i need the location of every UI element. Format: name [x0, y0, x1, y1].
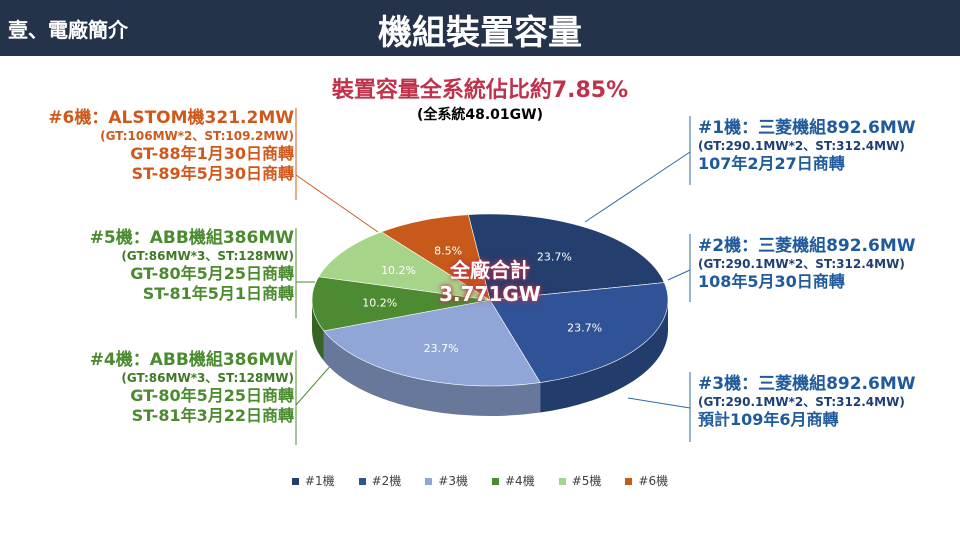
note-unit-4-title: #4機：ABB機組386MW [89, 350, 294, 370]
note-unit-5-title: #5機：ABB機組386MW [89, 228, 294, 248]
pie-label-2: 23.7% [567, 321, 602, 334]
note-unit-5-spec: (GT:86MW*3、ST:128MW) [121, 249, 294, 264]
header-bar: 壹、電廠簡介 機組裝置容量 [0, 0, 960, 56]
note-unit-6-gt: GT-88年1月30日商轉 [130, 144, 294, 164]
page-title: 機組裝置容量 [378, 13, 582, 53]
note-unit-1: #1機：三菱機組892.6MW (GT:290.1MW*2、ST:312.4MW… [698, 118, 916, 174]
legend-label-1: #1機 [304, 474, 335, 488]
legend-label-6: #6機 [638, 474, 669, 488]
plant-total-label: 全廠合計 [450, 258, 530, 282]
pie-slice-2 [489, 282, 669, 383]
note-unit-6-spec: (GT:106MW*2、ST:109.2MW) [100, 129, 294, 144]
chart-legend: #1機 #2機 #3機 #4機 #5機 #6機 [0, 472, 960, 489]
legend-item-4: #4機 [492, 472, 535, 489]
legend-swatch-4 [492, 478, 499, 485]
legend-item-3: #3機 [425, 472, 468, 489]
pie-side-3 [323, 330, 541, 417]
note-unit-5-gt: GT-80年5月25日商轉 [130, 264, 294, 284]
note-unit-1-spec: (GT:290.1MW*2、ST:312.4MW) [698, 139, 905, 154]
note-unit-3-date: 預計109年6月商轉 [698, 410, 839, 430]
plant-total-value: 3.771GW [439, 282, 541, 306]
legend-item-1: #1機 [291, 472, 335, 489]
note-unit-5-st: ST-81年5月1日商轉 [142, 284, 294, 304]
legend-item-2: #2機 [358, 472, 402, 489]
legend-label-5: #5機 [571, 474, 602, 488]
pie-slice-5 [318, 231, 491, 301]
legend-label-3: #3機 [438, 474, 468, 488]
legend-swatch-5 [558, 478, 566, 485]
leader-line-3 [627, 397, 691, 409]
note-unit-5: #5機：ABB機組386MW (GT:86MW*3、ST:128MW) GT-8… [90, 228, 294, 304]
legend-swatch-1 [291, 478, 299, 485]
legend-item-6: #6機 [625, 472, 668, 489]
pie-slice-4 [311, 276, 491, 332]
note-unit-3-title: #3機：三菱機組892.6MW [698, 374, 916, 394]
pie-slices [311, 213, 669, 387]
note-unit-2-spec: (GT:290.1MW*2、ST:312.4MW) [698, 257, 905, 272]
legend-swatch-3 [425, 478, 433, 485]
pie-sides [312, 300, 668, 417]
legend-swatch-6 [625, 478, 633, 485]
leader-line-1 [584, 151, 691, 223]
chart-subtitle: 裝置容量全系統佔比約7.85% [331, 78, 629, 103]
pie-slice-3 [323, 299, 541, 387]
pie-label-1: 23.7% [537, 251, 572, 264]
pie-data-labels: 23.7% 23.7% 23.7% 10.2% 10.2% 8.5% [362, 245, 602, 355]
note-unit-2-date: 108年5月30日商轉 [698, 272, 845, 292]
note-unit-4: #4機：ABB機組386MW (GT:86MW*3、ST:128MW) GT-8… [90, 350, 294, 426]
note-unit-1-date: 107年2月27日商轉 [698, 154, 845, 174]
legend-swatch-2 [358, 478, 366, 485]
section-title: 壹、電廠簡介 [8, 18, 128, 42]
plant-total: 全廠合計 3.771GW [420, 258, 560, 306]
pie-side-2 [540, 300, 668, 413]
note-unit-3: #3機：三菱機組892.6MW (GT:290.1MW*2、ST:312.4MW… [698, 374, 916, 430]
pie-label-3: 23.7% [424, 342, 459, 355]
legend-label-4: #4機 [505, 474, 535, 488]
note-unit-1-title: #1機：三菱機組892.6MW [698, 118, 916, 138]
leader-line-2 [667, 269, 691, 281]
note-unit-6: #6機：ALSTOM機321.2MW (GT:106MW*2、ST:109.2M… [48, 108, 294, 184]
leader-line-4 [295, 174, 379, 233]
pie-slice-6 [380, 214, 491, 301]
note-unit-4-st: ST-81年3月22日商轉 [131, 406, 294, 426]
note-unit-2-title: #2機：三菱機組892.6MW [698, 236, 916, 256]
pie-side-4 [312, 300, 324, 361]
chart-subtitle-total: (全系統48.01GW) [416, 107, 543, 123]
pie-label-6: 8.5% [434, 245, 462, 258]
legend-item-5: #5機 [558, 472, 602, 489]
leader-lines [295, 108, 691, 445]
note-unit-3-spec: (GT:290.1MW*2、ST:312.4MW) [698, 395, 905, 410]
pie-label-4: 10.2% [362, 296, 397, 309]
note-unit-4-spec: (GT:86MW*3、ST:128MW) [121, 371, 294, 386]
note-unit-6-st: ST-89年5月30日商轉 [131, 164, 294, 184]
pie-label-5: 10.2% [381, 264, 416, 277]
pie-slice-1 [467, 213, 665, 301]
note-unit-2: #2機：三菱機組892.6MW (GT:290.1MW*2、ST:312.4MW… [698, 236, 916, 292]
note-unit-4-gt: GT-80年5月25日商轉 [130, 386, 294, 406]
note-unit-6-title: #6機：ALSTOM機321.2MW [48, 108, 294, 128]
legend-label-2: #2機 [371, 474, 402, 488]
